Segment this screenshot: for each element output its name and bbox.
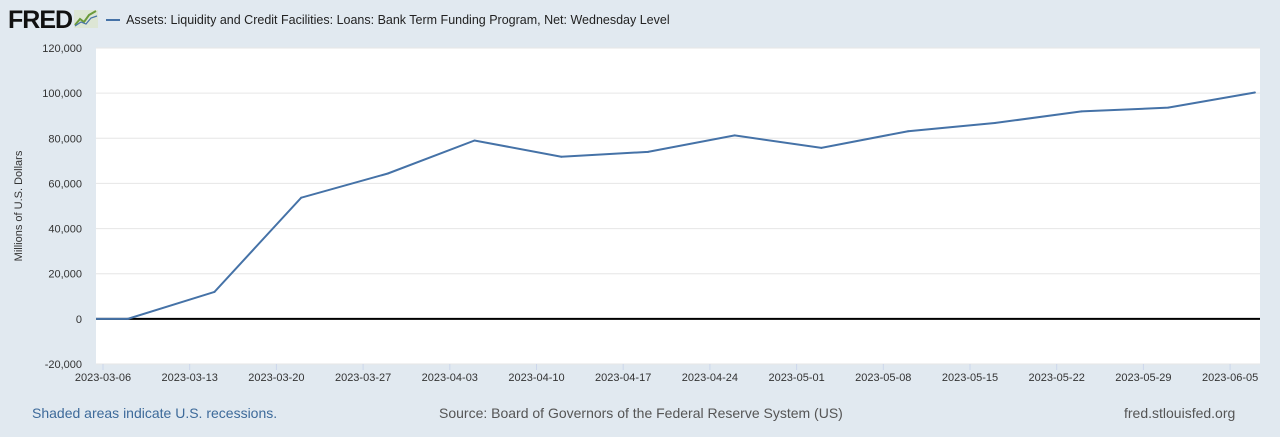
legend-swatch: [106, 19, 121, 21]
y-tick-label: 120,000: [42, 43, 82, 55]
source-note: Source: Board of Governors of the Federa…: [439, 405, 843, 421]
x-tick-label: 2023-05-22: [1029, 372, 1085, 384]
data-point: [993, 122, 996, 125]
data-point: [733, 134, 736, 137]
fred-logo[interactable]: FRED: [8, 5, 73, 34]
recessions-note: Shaded areas indicate U.S. recessions.: [32, 405, 278, 421]
data-point: [213, 290, 216, 293]
y-axis-label: Millions of U.S. Dollars: [13, 150, 25, 261]
x-tick-label: 2023-05-29: [1115, 372, 1171, 384]
chart-line-icon: [74, 8, 99, 33]
x-tick-label: 2023-03-27: [335, 372, 391, 384]
data-point: [646, 150, 649, 153]
x-tick-label: 2023-04-10: [508, 372, 564, 384]
x-tick-label: 2023-04-24: [682, 372, 738, 384]
x-tick-label: 2023-06-05: [1202, 372, 1258, 384]
x-tick-label: 2023-04-03: [422, 372, 478, 384]
x-tick-label: 2023-05-08: [855, 372, 911, 384]
y-tick-label: -20,000: [45, 359, 82, 371]
data-point: [386, 172, 389, 175]
x-tick-label: 2023-03-20: [248, 372, 304, 384]
y-tick-label: 80,000: [48, 133, 82, 145]
series-title[interactable]: Assets: Liquidity and Credit Facilities:…: [126, 13, 670, 27]
y-tick-label: 40,000: [48, 224, 82, 236]
x-tick-label: 2023-03-13: [162, 372, 218, 384]
x-tick-label: 2023-04-17: [595, 372, 651, 384]
data-point: [126, 317, 129, 320]
y-tick-label: 100,000: [42, 88, 82, 100]
chart-header: FRED Assets: Liquidity and Credit Facili…: [8, 6, 670, 34]
data-point: [40, 318, 42, 320]
data-point: [300, 196, 303, 199]
data-point: [560, 155, 563, 158]
y-tick-label: 20,000: [48, 269, 82, 281]
data-point: [1080, 110, 1083, 113]
x-tick-label: 2023-05-15: [942, 372, 998, 384]
x-tick-label: 2023-05-01: [768, 372, 824, 384]
x-tick-label: 2023-03-06: [75, 372, 131, 384]
y-tick-label: 60,000: [48, 178, 82, 190]
data-point: [1167, 106, 1170, 109]
y-tick-label: 0: [76, 314, 82, 326]
plot-area: [96, 48, 1260, 364]
site-link[interactable]: fred.stlouisfed.org: [1124, 405, 1236, 421]
line-chart: -20,000 0 20,000 40,000 60,000 80,000 100,000 1…: [13, 43, 1260, 384]
data-point: [820, 146, 823, 149]
data-point: [473, 139, 476, 142]
data-point: [1253, 91, 1256, 94]
data-point: [907, 130, 910, 133]
